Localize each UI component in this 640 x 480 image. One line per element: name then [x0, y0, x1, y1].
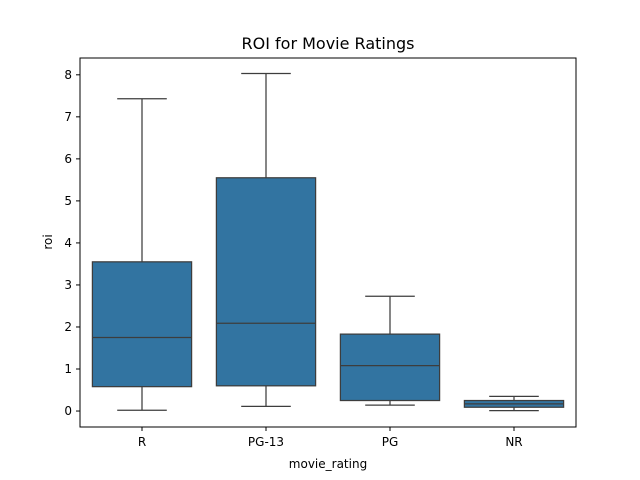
y-tick-label: 1 [64, 362, 72, 376]
y-tick-label: 5 [64, 194, 72, 208]
x-tick-label: NR [505, 435, 522, 449]
y-tick-label: 6 [64, 152, 72, 166]
y-tick-label: 7 [64, 110, 72, 124]
box-pg [339, 333, 441, 402]
chart-title: ROI for Movie Ratings [242, 34, 415, 53]
y-tick-label: 2 [64, 320, 72, 334]
x-axis-label: movie_rating [289, 457, 367, 471]
y-tick-label: 4 [64, 236, 72, 250]
y-tick-label: 8 [64, 68, 72, 82]
box-r [91, 261, 193, 388]
plot-frame [79, 57, 577, 428]
y-axis-label: roi [41, 234, 55, 249]
y-tick-label: 0 [64, 404, 72, 418]
plot-area: R PG-13 PG NR 0 1 2 3 4 5 6 7 8 [64, 57, 577, 449]
x-tick-label: R [138, 435, 146, 449]
box-pg-13 [215, 177, 317, 387]
x-tick-label: PG-13 [248, 435, 284, 449]
y-tick-label: 3 [64, 278, 72, 292]
x-tick-label: PG [382, 435, 399, 449]
